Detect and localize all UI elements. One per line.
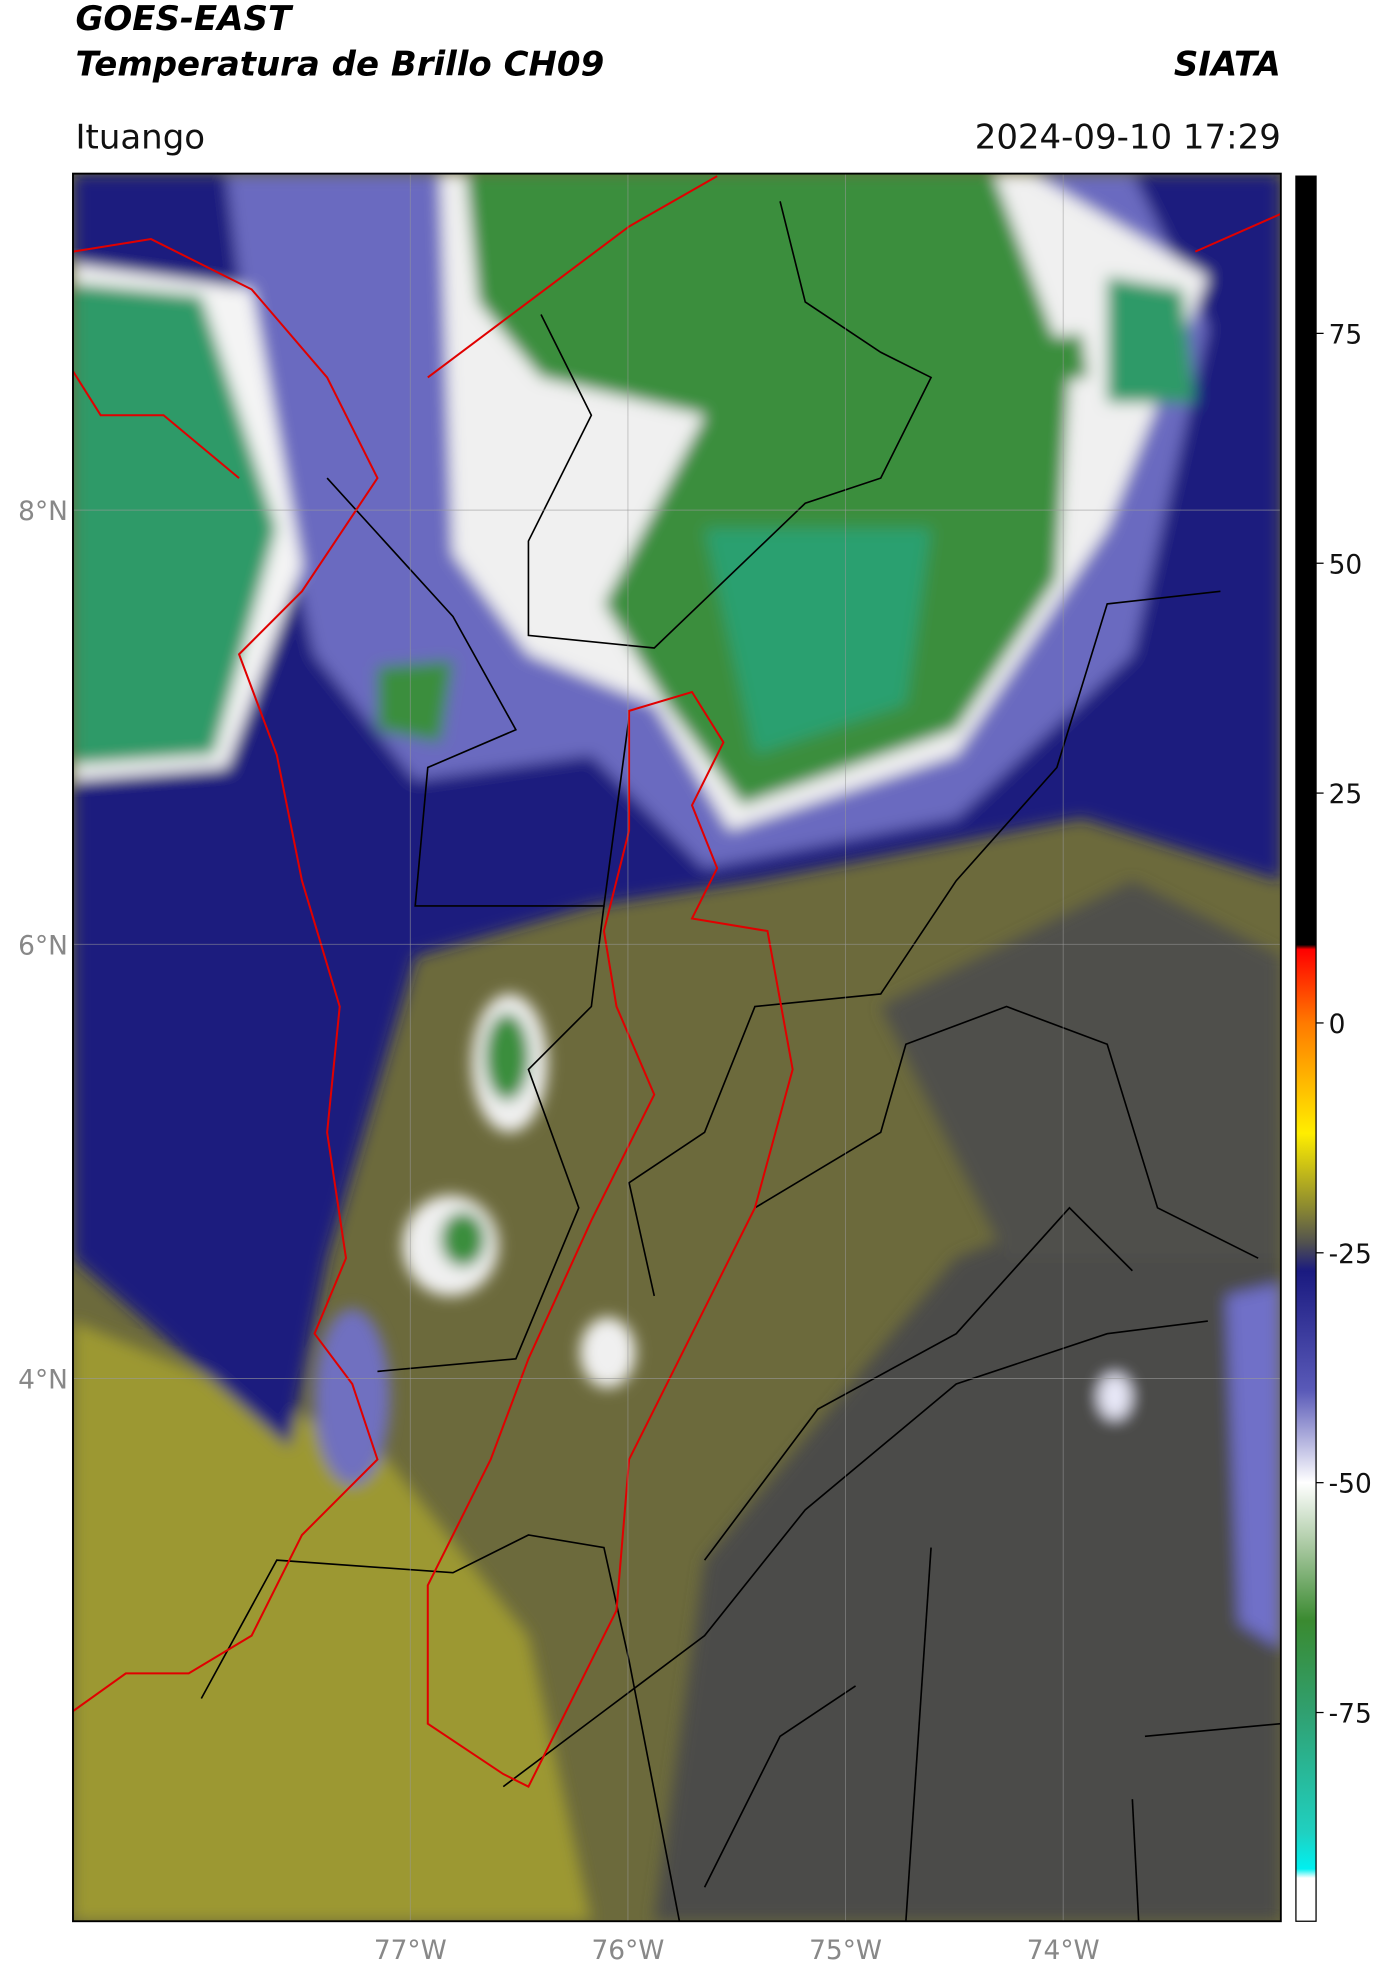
brand: SIATA bbox=[1174, 44, 1281, 84]
graticule bbox=[72, 173, 1281, 1922]
location: Ituango bbox=[75, 117, 205, 157]
colorbar-tick-label: -25 bbox=[1329, 1239, 1372, 1270]
colorbar-tick-label: 50 bbox=[1329, 549, 1363, 580]
colorbar-tick-label: 0 bbox=[1329, 1009, 1346, 1040]
title: GOES-EAST bbox=[75, 0, 293, 39]
colorbar-ticks: 75 50 25 0 -25 -50 -75 bbox=[1316, 319, 1372, 1730]
lat-tick-label: 4°N bbox=[18, 1365, 68, 1396]
lon-tick-label: 75°W bbox=[809, 1935, 882, 1966]
colorbar-tick-label: -75 bbox=[1329, 1699, 1372, 1730]
colorbar bbox=[1295, 175, 1317, 1922]
lat-tick-label: 6°N bbox=[18, 930, 68, 961]
map-image bbox=[72, 173, 1281, 1922]
lon-tick-label: 77°W bbox=[374, 1935, 447, 1966]
lat-tick-label: 8°N bbox=[18, 496, 68, 527]
subtitle: Temperatura de Brillo CH09 bbox=[75, 44, 604, 84]
colorbar-tick-label: 75 bbox=[1329, 319, 1363, 350]
colorbar-tick-label: 25 bbox=[1329, 779, 1363, 810]
timestamp: 2024-09-10 17:29 bbox=[975, 117, 1281, 157]
map-frame bbox=[72, 172, 1282, 1923]
colorbar-tick-label: -50 bbox=[1329, 1469, 1372, 1500]
lon-tick-label: 76°W bbox=[591, 1935, 664, 1966]
lon-tick-label: 74°W bbox=[1027, 1935, 1100, 1966]
